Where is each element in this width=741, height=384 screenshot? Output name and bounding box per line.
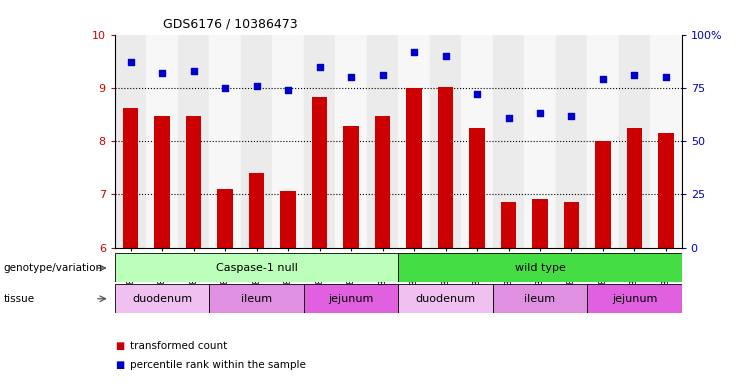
- Bar: [217, 189, 233, 248]
- Bar: [524, 35, 556, 248]
- Bar: [658, 133, 674, 248]
- Bar: [651, 35, 682, 248]
- Point: [628, 72, 640, 78]
- Point: [250, 83, 262, 89]
- Text: duodenum: duodenum: [416, 293, 476, 304]
- Text: ileum: ileum: [241, 293, 272, 304]
- Bar: [178, 35, 209, 248]
- Bar: [564, 202, 579, 248]
- Point: [345, 74, 357, 80]
- Bar: [209, 35, 241, 248]
- Bar: [186, 116, 202, 248]
- Point: [439, 53, 451, 59]
- Bar: [430, 35, 461, 248]
- Bar: [249, 173, 265, 248]
- Bar: [241, 35, 273, 248]
- Point: [124, 59, 136, 65]
- Bar: [399, 253, 682, 282]
- Text: jejunum: jejunum: [328, 293, 373, 304]
- Point: [313, 63, 325, 70]
- Bar: [399, 35, 430, 248]
- Bar: [273, 35, 304, 248]
- Bar: [438, 87, 453, 248]
- Bar: [627, 128, 642, 248]
- Text: transformed count: transformed count: [130, 341, 227, 351]
- Bar: [469, 128, 485, 248]
- Point: [502, 114, 514, 121]
- Bar: [115, 35, 146, 248]
- Bar: [335, 35, 367, 248]
- Bar: [532, 199, 548, 248]
- Text: ■: ■: [115, 341, 124, 351]
- Bar: [461, 35, 493, 248]
- Bar: [493, 35, 524, 248]
- Point: [219, 85, 231, 91]
- Bar: [154, 116, 170, 248]
- Bar: [304, 284, 399, 313]
- Text: tissue: tissue: [4, 294, 35, 304]
- Bar: [595, 141, 611, 248]
- Bar: [146, 35, 178, 248]
- Point: [408, 48, 420, 55]
- Point: [597, 76, 609, 83]
- Text: Caspase-1 null: Caspase-1 null: [216, 263, 297, 273]
- Bar: [406, 88, 422, 248]
- Bar: [312, 98, 328, 248]
- Bar: [367, 35, 399, 248]
- Text: ■: ■: [115, 360, 124, 370]
- Bar: [619, 35, 651, 248]
- Text: jejunum: jejunum: [612, 293, 657, 304]
- Point: [660, 74, 672, 80]
- Bar: [375, 116, 391, 248]
- Point: [376, 72, 388, 78]
- Bar: [343, 126, 359, 248]
- Bar: [501, 202, 516, 248]
- Bar: [587, 284, 682, 313]
- Point: [534, 110, 546, 116]
- Point: [156, 70, 168, 76]
- Bar: [115, 284, 209, 313]
- Point: [282, 87, 294, 93]
- Text: genotype/variation: genotype/variation: [4, 263, 103, 273]
- Bar: [556, 35, 587, 248]
- Point: [471, 91, 483, 97]
- Text: ileum: ileum: [525, 293, 556, 304]
- Bar: [280, 191, 296, 248]
- Bar: [209, 284, 304, 313]
- Text: percentile rank within the sample: percentile rank within the sample: [130, 360, 305, 370]
- Text: duodenum: duodenum: [132, 293, 192, 304]
- Bar: [493, 284, 587, 313]
- Bar: [399, 284, 493, 313]
- Point: [565, 113, 577, 119]
- Text: GDS6176 / 10386473: GDS6176 / 10386473: [163, 17, 298, 30]
- Point: [187, 68, 199, 74]
- Bar: [123, 108, 139, 248]
- Bar: [588, 35, 619, 248]
- Text: wild type: wild type: [514, 263, 565, 273]
- Bar: [304, 35, 335, 248]
- Bar: [115, 253, 399, 282]
